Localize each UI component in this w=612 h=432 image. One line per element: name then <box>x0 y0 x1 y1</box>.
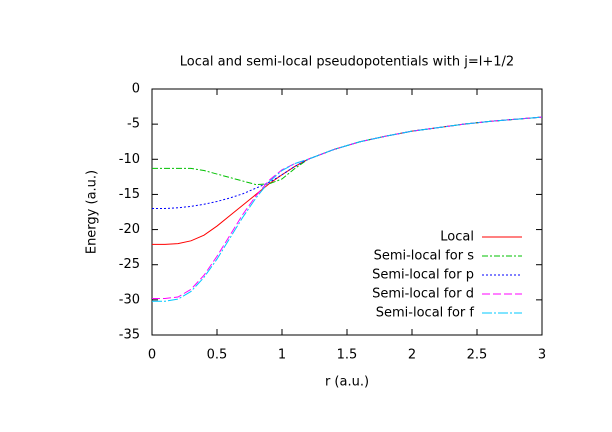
series-line <box>152 116 543 302</box>
x-tick-label: 1.5 <box>337 348 358 363</box>
y-tick-label: -15 <box>119 187 140 202</box>
y-tick-label: -30 <box>119 292 140 307</box>
y-tick-label: 0 <box>132 82 140 97</box>
x-tick-label: 2 <box>408 348 416 363</box>
legend-label: Semi-local for p <box>372 268 474 283</box>
y-tick-label: -35 <box>119 328 140 343</box>
x-tick-label: 2.5 <box>467 348 488 363</box>
y-axis-label: Energy (a.u.) <box>85 170 100 254</box>
x-tick-label: 0 <box>148 348 156 363</box>
legend-label: Semi-local for d <box>372 287 474 302</box>
x-tick-label: 3 <box>538 348 546 363</box>
y-tick-label: -20 <box>119 222 140 237</box>
y-tick-label: -5 <box>127 117 140 132</box>
y-tick-label: -25 <box>119 257 140 272</box>
legend-label: Local <box>440 230 474 245</box>
chart-title: Local and semi-local pseudopotentials wi… <box>180 55 514 70</box>
x-tick-label: 0.5 <box>207 348 228 363</box>
x-axis-label: r (a.u.) <box>325 375 369 390</box>
legend-label: Semi-local for f <box>376 306 475 321</box>
x-tick-label: 1 <box>278 348 286 363</box>
legend-label: Semi-local for s <box>374 249 475 264</box>
y-tick-label: -10 <box>119 152 140 167</box>
